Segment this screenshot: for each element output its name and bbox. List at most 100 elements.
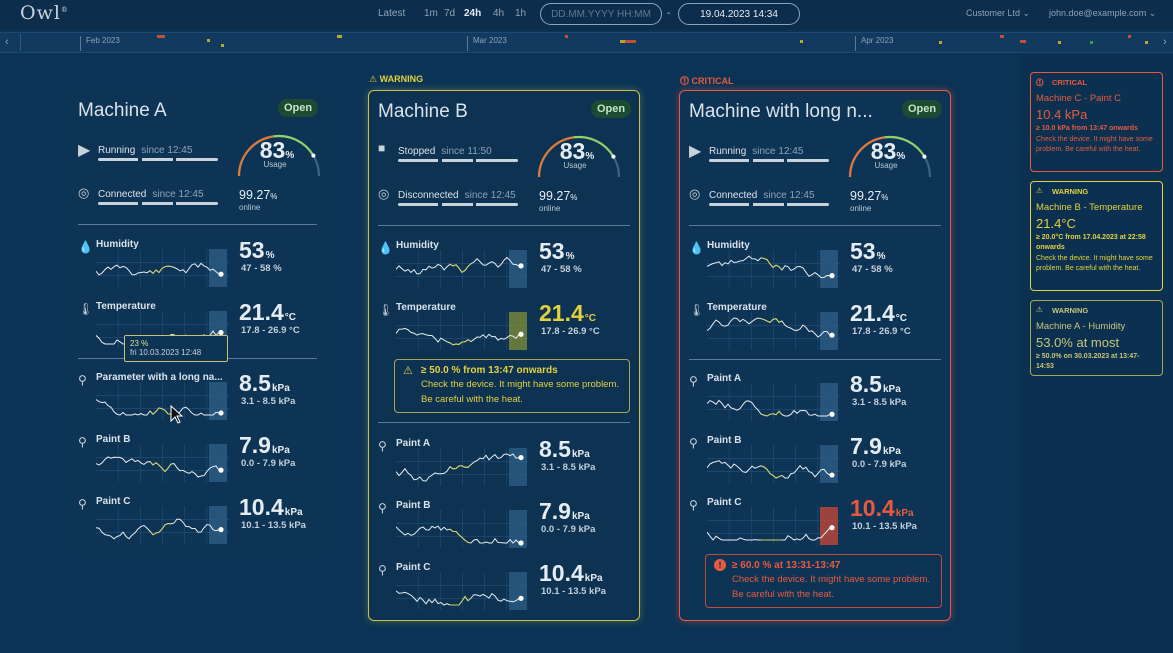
machine-card-warning[interactable]: Machine B Open ■ Stopped since 11:50 83% Usage… [368,90,640,621]
timeline-event-mark[interactable] [1145,41,1148,44]
metric-unit: % [876,251,886,262]
metric-row[interactable]: ⚲ Paint C 10.4kPa 10.1 - 13.5 kPa [680,493,940,553]
timeline[interactable]: ‹ Feb 2023 Mar 2023 Apr 2023 › [0,32,1173,53]
sparkline-chart[interactable] [707,383,840,421]
sparkline-chart[interactable] [396,312,529,350]
timeline-event-mark[interactable] [565,35,568,38]
timeline-month[interactable]: Feb 2023 [80,36,120,51]
sparkline-chart[interactable] [396,448,529,486]
metric-row[interactable]: ⚲ Paint C 10.4kPa 10.1 - 13.5 kPa [69,492,329,552]
user-menu[interactable]: john.doe@example.com ⌄ [1049,8,1156,19]
timeline-event-mark[interactable] [221,44,224,47]
online-label: online [850,204,872,213]
sparkline-chart[interactable] [707,507,840,545]
timeline-event-mark[interactable] [1058,41,1061,44]
sparkline-current-point[interactable] [518,454,524,461]
machine-card[interactable]: Machine A Open ▶ Running since 12:45 83% Usage… [69,90,328,556]
metric-row[interactable]: ⚲ Paint C 10.4kPa 10.1 - 13.5 kPa [369,558,629,618]
connection-history-bar[interactable] [709,203,829,206]
sparkline-chart[interactable] [396,250,529,288]
timeline-event-mark[interactable] [620,40,625,43]
sparkline-current-point[interactable] [518,331,524,337]
sparkline-chart[interactable] [96,249,229,287]
sparkline-chart[interactable] [396,572,529,610]
inline-alert[interactable]: ! ≥ 60.0 % at 13:31-13:47 Check the device… [705,554,942,608]
timeline-event-mark[interactable] [1020,40,1026,43]
timeline-event-mark[interactable] [1128,35,1131,38]
sparkline-current-point[interactable] [829,411,835,417]
metric-row[interactable]: ⚲ Parameter with a long na... 8.5kPa 3.1 - … [69,368,329,428]
timeline-event-mark[interactable] [337,35,342,38]
range-24h[interactable]: 24h [464,8,482,19]
timeline-event-mark[interactable] [1000,35,1004,38]
range-1h[interactable]: 1h [515,8,527,19]
machine-card-critical[interactable]: Machine with long n... Open ▶ Running since … [679,90,951,621]
range-latest[interactable]: Latest [378,8,406,19]
date-from-input[interactable]: DD.MM.YYYY HH:MM [540,3,662,25]
open-button[interactable]: Open [902,100,942,118]
metric-row[interactable]: 🌡 Temperature 21.4°C 17.8 - 26.9 °C [680,298,940,358]
metric-row[interactable]: ⚲ Paint B 7.9kPa 0.0 - 7.9 kPa [369,496,629,556]
timeline-event-mark[interactable] [800,40,803,43]
metric-value: 7.9kPa [539,498,590,525]
metric-row[interactable]: ⚲ Paint A 8.5kPa 3.1 - 8.5 kPa [680,369,940,429]
timeline-event-mark[interactable] [157,35,165,38]
timeline-next-button[interactable]: › [1163,36,1167,48]
timeline-month[interactable]: Apr 2023 [855,36,893,51]
metric-range: 10.1 - 13.5 kPa [241,520,306,531]
sparkline-current-point[interactable] [829,472,835,478]
sparkline-current-point[interactable] [218,527,224,533]
metric-row[interactable]: ⚲ Paint A 8.5kPa 3.1 - 8.5 kPa [369,434,629,494]
range-4h[interactable]: 4h [493,8,505,19]
sparkline-current-point[interactable] [518,595,524,601]
metric-row[interactable]: ⚲ Paint B 7.9kPa 0.0 - 7.9 kPa [680,431,940,491]
range-7d[interactable]: 7d [444,8,456,19]
sparkline-current-point[interactable] [829,332,835,338]
sparkline-chart[interactable] [96,382,229,420]
sparkline-current-point[interactable] [829,525,835,531]
status-history-bar[interactable] [98,158,218,161]
side-alert-critical[interactable]: ⓵ CRITICAL Machine C - Paint C 10.4 kPa ≥… [1030,72,1163,172]
connection-history-bar[interactable] [98,202,218,205]
current-window-highlight [820,312,838,350]
metric-row[interactable]: 💧 Humidity 53% 47 - 58 % [369,236,629,296]
inline-alert[interactable]: ⚠ ≥ 50.0 % from 13:47 onwards Check the de… [394,359,630,413]
open-button[interactable]: Open [591,100,631,118]
sparkline-current-point[interactable] [218,329,224,336]
sparkline-chart[interactable] [396,510,529,548]
timeline-month[interactable]: Mar 2023 [467,36,507,51]
sparkline-current-point[interactable] [829,273,835,279]
metric-row[interactable]: 💧 Humidity 53% 47 - 58 % [680,236,940,296]
timeline-event-mark[interactable] [207,39,210,42]
metric-row[interactable]: 🌡 Temperature 21.4°C 17.8 - 26.9 °C [369,298,629,358]
metric-row[interactable]: ⚲ Paint B 7.9kPa 0.0 - 7.9 kPa [69,430,329,490]
sparkline-chart[interactable] [96,444,229,482]
sparkline-chart[interactable] [707,312,840,350]
status-history-bar[interactable] [709,159,829,162]
timeline-event-mark[interactable] [939,41,942,44]
sparkline-current-point[interactable] [518,540,524,546]
connection-history-bar[interactable] [398,203,518,206]
open-button[interactable]: Open [278,99,318,117]
sparkline-chart[interactable] [707,250,840,288]
sparkline-current-point[interactable] [218,271,224,277]
sparkline-chart[interactable] [96,506,229,544]
company-select[interactable]: Customer Ltd ⌄ [966,8,1030,19]
sparkline-current-point[interactable] [518,263,524,269]
status-history-bar[interactable] [398,159,518,162]
sparkline-current-point[interactable] [218,410,224,416]
timeline-prev-button[interactable]: ‹ [5,36,9,48]
metric-row[interactable]: 💧 Humidity 53% 47 - 58 % [69,235,329,295]
logo[interactable]: Owl® [20,2,69,24]
timeline-event-mark[interactable] [620,40,636,43]
side-alert-warning-resolved[interactable]: ⚠ WARNING Machine A - Humidity 53.0% at m… [1030,300,1163,376]
side-alert-warning[interactable]: ⚠ WARNING Machine B - Temperature 21.4°C … [1030,181,1163,291]
range-1m[interactable]: 1m [424,8,438,19]
humidity-icon: 💧 [378,241,393,255]
metric-range: 17.8 - 26.9 °C [241,325,300,336]
sparkline-current-point[interactable] [218,467,224,473]
timeline-event-mark[interactable] [1090,41,1093,44]
sparkline-chart[interactable] [707,445,840,483]
date-to-input[interactable]: 19.04.2023 14:34 [678,3,800,25]
status-since: since 12:45 [141,145,193,156]
